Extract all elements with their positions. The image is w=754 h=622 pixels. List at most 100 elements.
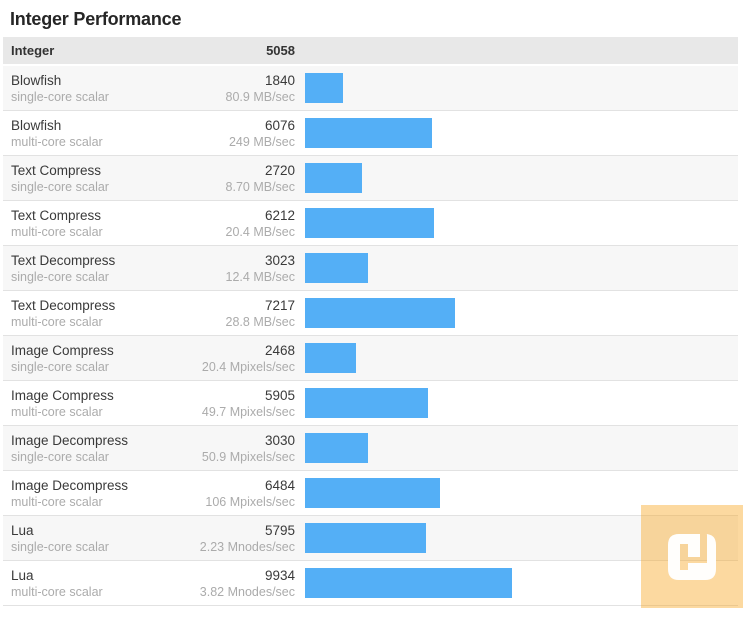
bar-cell bbox=[305, 118, 432, 148]
score-bar bbox=[305, 523, 426, 553]
score-cell: 6212 20.4 MB/sec bbox=[3, 207, 295, 240]
score-bar bbox=[305, 208, 434, 238]
benchmark-row: Blowfish multi-core scalar 6076 249 MB/sec bbox=[3, 111, 738, 156]
score-bar bbox=[305, 298, 455, 328]
workload-score: 6076 bbox=[264, 118, 295, 133]
workload-variant: single-core scalar bbox=[11, 540, 109, 554]
workload-throughput: 20.4 MB/sec bbox=[225, 225, 295, 239]
benchmark-row: Image Compress single-core scalar 2468 20.4… bbox=[3, 336, 738, 381]
benchmark-row: Image Decompress multi-core scalar 6484 106… bbox=[3, 471, 738, 516]
workload-cell: Image Compress single-core scalar bbox=[11, 342, 114, 375]
workload-score: 6484 bbox=[264, 478, 295, 493]
score-bar bbox=[305, 163, 362, 193]
workload-name: Text Compress bbox=[11, 208, 102, 223]
score-bar bbox=[305, 433, 368, 463]
workload-throughput: 80.9 MB/sec bbox=[225, 90, 295, 104]
workload-score: 5795 bbox=[264, 523, 295, 538]
benchmark-row: Text Compress single-core scalar 2720 8.70 … bbox=[3, 156, 738, 201]
score-cell: 3023 12.4 MB/sec bbox=[3, 252, 295, 285]
watermark-badge bbox=[641, 505, 743, 608]
score-bar bbox=[305, 388, 428, 418]
fudzilla-logo-icon bbox=[668, 534, 716, 580]
workload-variant: single-core scalar bbox=[11, 180, 109, 194]
workload-cell: Lua multi-core scalar bbox=[11, 567, 103, 600]
workload-name: Image Decompress bbox=[11, 433, 129, 448]
workload-variant: multi-core scalar bbox=[11, 135, 103, 149]
workload-cell: Text Compress single-core scalar bbox=[11, 162, 109, 195]
workload-score: 5905 bbox=[264, 388, 295, 403]
workload-throughput: 12.4 MB/sec bbox=[225, 270, 295, 284]
score-bar bbox=[305, 253, 368, 283]
section-label: Integer bbox=[11, 43, 55, 58]
workload-score: 2720 bbox=[264, 163, 295, 178]
workload-throughput: 49.7 Mpixels/sec bbox=[201, 405, 295, 419]
benchmark-row: Lua multi-core scalar 9934 3.82 Mnodes/sec bbox=[3, 561, 738, 606]
bar-cell bbox=[305, 343, 356, 373]
bar-cell bbox=[305, 298, 455, 328]
score-bar bbox=[305, 478, 440, 508]
score-bar bbox=[305, 118, 432, 148]
workload-name: Blowfish bbox=[11, 118, 62, 133]
bar-cell bbox=[305, 568, 512, 598]
workload-variant: single-core scalar bbox=[11, 90, 109, 104]
workload-throughput: 249 MB/sec bbox=[228, 135, 295, 149]
workload-throughput: 28.8 MB/sec bbox=[225, 315, 295, 329]
workload-variant: multi-core scalar bbox=[11, 225, 103, 239]
workload-score: 7217 bbox=[264, 298, 295, 313]
workload-name: Image Decompress bbox=[11, 478, 129, 493]
workload-variant: multi-core scalar bbox=[11, 405, 103, 419]
benchmark-row: Image Compress multi-core scalar 5905 49.7 … bbox=[3, 381, 738, 426]
table-header-row: Integer 5058 bbox=[3, 37, 738, 66]
score-cell: 9934 3.82 Mnodes/sec bbox=[3, 567, 295, 600]
score-cell: 5795 2.23 Mnodes/sec bbox=[3, 522, 295, 555]
section-overall-score: 5058 bbox=[266, 43, 295, 58]
score-cell: 6484 106 Mpixels/sec bbox=[3, 477, 295, 510]
score-cell: 1840 80.9 MB/sec bbox=[3, 72, 295, 105]
workload-throughput: 3.82 Mnodes/sec bbox=[199, 585, 295, 599]
workload-name: Text Decompress bbox=[11, 253, 116, 268]
workload-throughput: 8.70 MB/sec bbox=[225, 180, 295, 194]
workload-score: 1840 bbox=[264, 73, 295, 88]
workload-name: Image Compress bbox=[11, 388, 114, 403]
bar-cell bbox=[305, 253, 368, 283]
workload-cell: Text Decompress multi-core scalar bbox=[11, 297, 115, 330]
bar-cell bbox=[305, 478, 440, 508]
integer-benchmark-table: Integer 5058 Blowfish single-core scalar 1… bbox=[3, 37, 738, 606]
bar-cell bbox=[305, 523, 426, 553]
workload-score: 6212 bbox=[264, 208, 295, 223]
score-cell: 5905 49.7 Mpixels/sec bbox=[3, 387, 295, 420]
workload-throughput: 106 Mpixels/sec bbox=[205, 495, 295, 509]
workload-variant: single-core scalar bbox=[11, 450, 109, 464]
workload-score: 9934 bbox=[264, 568, 295, 583]
benchmark-row: Text Decompress multi-core scalar 7217 28.8… bbox=[3, 291, 738, 336]
workload-cell: Image Decompress single-core scalar bbox=[11, 432, 128, 465]
workload-variant: multi-core scalar bbox=[11, 585, 103, 599]
workload-cell: Lua single-core scalar bbox=[11, 522, 109, 555]
workload-cell: Image Decompress multi-core scalar bbox=[11, 477, 128, 510]
bar-cell bbox=[305, 163, 362, 193]
workload-name: Text Decompress bbox=[11, 298, 116, 313]
workload-variant: multi-core scalar bbox=[11, 495, 103, 509]
page-title: Integer Performance bbox=[10, 9, 182, 29]
workload-name: Image Compress bbox=[11, 343, 114, 358]
workload-variant: multi-core scalar bbox=[11, 315, 103, 329]
benchmark-row: Text Compress multi-core scalar 6212 20.4 M… bbox=[3, 201, 738, 246]
workload-cell: Blowfish single-core scalar bbox=[11, 72, 109, 105]
workload-name: Text Compress bbox=[11, 163, 102, 178]
workload-score: 3030 bbox=[264, 433, 295, 448]
workload-cell: Blowfish multi-core scalar bbox=[11, 117, 103, 150]
workload-name: Lua bbox=[11, 568, 34, 583]
workload-cell: Text Compress multi-core scalar bbox=[11, 207, 103, 240]
bar-cell bbox=[305, 208, 434, 238]
workload-throughput: 2.23 Mnodes/sec bbox=[199, 540, 295, 554]
score-cell: 3030 50.9 Mpixels/sec bbox=[3, 432, 295, 465]
score-cell: 7217 28.8 MB/sec bbox=[3, 297, 295, 330]
benchmark-row: Blowfish single-core scalar 1840 80.9 MB/se… bbox=[3, 66, 738, 111]
workload-score: 2468 bbox=[264, 343, 295, 358]
benchmark-row: Image Decompress single-core scalar 3030 50… bbox=[3, 426, 738, 471]
bar-cell bbox=[305, 73, 343, 103]
bar-cell bbox=[305, 388, 428, 418]
workload-variant: single-core scalar bbox=[11, 270, 109, 284]
workload-cell: Image Compress multi-core scalar bbox=[11, 387, 114, 420]
